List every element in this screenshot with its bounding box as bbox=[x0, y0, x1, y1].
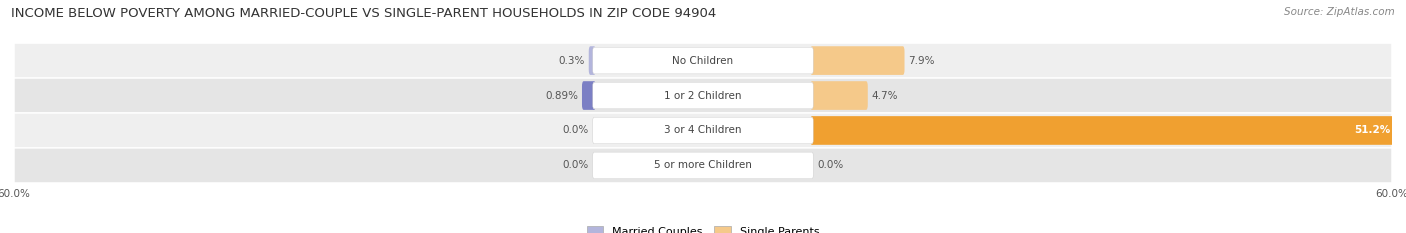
Text: 51.2%: 51.2% bbox=[1354, 126, 1391, 135]
FancyBboxPatch shape bbox=[582, 81, 596, 110]
FancyBboxPatch shape bbox=[589, 46, 596, 75]
FancyBboxPatch shape bbox=[593, 152, 813, 179]
FancyBboxPatch shape bbox=[14, 43, 1392, 78]
FancyBboxPatch shape bbox=[593, 47, 813, 74]
Text: INCOME BELOW POVERTY AMONG MARRIED-COUPLE VS SINGLE-PARENT HOUSEHOLDS IN ZIP COD: INCOME BELOW POVERTY AMONG MARRIED-COUPL… bbox=[11, 7, 717, 20]
Text: 0.3%: 0.3% bbox=[558, 56, 585, 65]
FancyBboxPatch shape bbox=[810, 46, 904, 75]
FancyBboxPatch shape bbox=[14, 148, 1392, 183]
Text: 0.89%: 0.89% bbox=[546, 91, 578, 100]
FancyBboxPatch shape bbox=[14, 113, 1392, 148]
FancyBboxPatch shape bbox=[810, 116, 1402, 145]
Text: 5 or more Children: 5 or more Children bbox=[654, 161, 752, 170]
Text: 1 or 2 Children: 1 or 2 Children bbox=[664, 91, 742, 100]
FancyBboxPatch shape bbox=[593, 117, 813, 144]
FancyBboxPatch shape bbox=[14, 78, 1392, 113]
Legend: Married Couples, Single Parents: Married Couples, Single Parents bbox=[586, 226, 820, 233]
FancyBboxPatch shape bbox=[810, 81, 868, 110]
Text: 0.0%: 0.0% bbox=[818, 161, 844, 170]
Text: 3 or 4 Children: 3 or 4 Children bbox=[664, 126, 742, 135]
Text: 4.7%: 4.7% bbox=[872, 91, 898, 100]
Text: 0.0%: 0.0% bbox=[562, 161, 588, 170]
Text: Source: ZipAtlas.com: Source: ZipAtlas.com bbox=[1284, 7, 1395, 17]
Text: No Children: No Children bbox=[672, 56, 734, 65]
FancyBboxPatch shape bbox=[593, 82, 813, 109]
Text: 0.0%: 0.0% bbox=[562, 126, 588, 135]
Text: 7.9%: 7.9% bbox=[908, 56, 935, 65]
